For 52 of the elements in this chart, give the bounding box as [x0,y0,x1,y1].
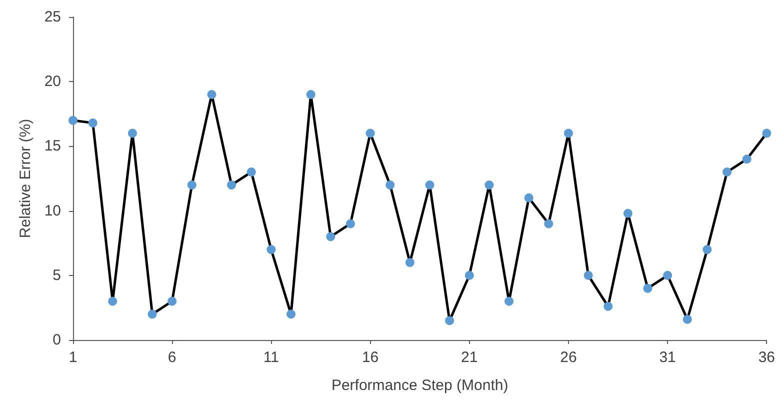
point [722,168,732,177]
x-tick-label: 6 [168,349,176,366]
point [504,296,514,306]
point [187,180,196,190]
y-tick-label: 0 [52,332,61,348]
point [584,270,593,280]
point [702,245,712,254]
x-tick-label: 36 [758,349,775,366]
point [564,128,573,138]
point [405,258,414,267]
point [464,270,474,280]
y-tick-label: 15 [44,138,61,155]
x-tick-label: 1 [68,349,78,366]
x-tick-label: 16 [362,349,379,366]
point [425,180,434,190]
x-axis-title: Performance Step (Month) [331,377,508,394]
point [742,154,752,164]
point [227,180,236,190]
y-tick-label: 20 [44,73,61,90]
point [544,219,554,228]
point [484,180,494,190]
point [346,219,355,228]
point [207,90,216,100]
point [68,116,78,125]
point [168,296,177,306]
point [286,310,296,319]
point [266,245,276,254]
point [663,270,672,280]
point [108,296,118,306]
point [148,310,157,319]
point [445,316,454,326]
point [643,284,652,293]
y-tick-label: 25 [44,8,61,26]
point [604,302,613,311]
point [306,90,316,100]
point [524,193,534,202]
point [762,128,772,138]
point [88,118,98,128]
x-tick-label: 21 [461,349,478,366]
x-tick-label: 11 [263,349,279,366]
point [386,180,395,190]
y-tick-label: 10 [44,202,61,220]
point [623,208,632,218]
x-tick-label: 31 [659,349,676,366]
point [366,128,375,138]
point [682,314,692,324]
y-tick-label: 5 [52,266,61,284]
y-axis-title: Relative Error (%) [17,118,34,238]
point [246,168,256,177]
x-tick-label: 26 [560,349,577,366]
point [326,232,336,242]
point [128,128,137,138]
